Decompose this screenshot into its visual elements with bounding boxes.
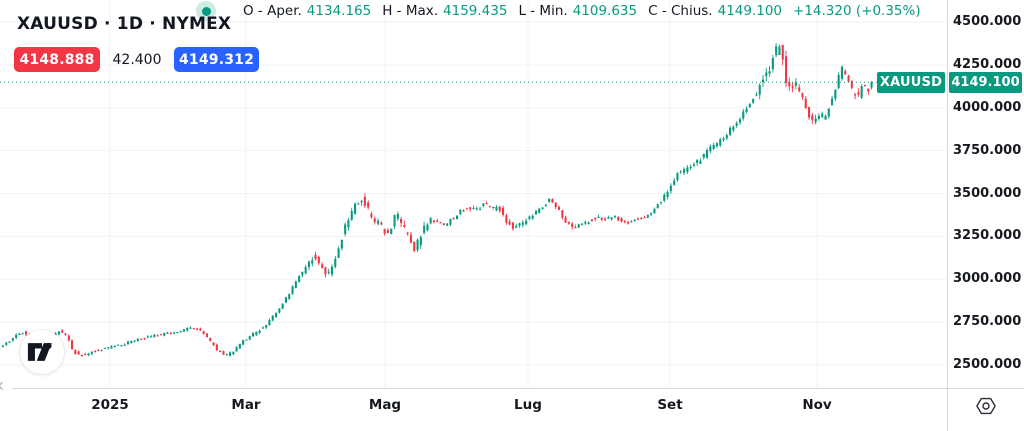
sell-button[interactable]: 4148.888	[14, 47, 100, 72]
price-tick-label: 3500.000	[953, 185, 1022, 201]
price-tick-label: 3000.000	[953, 271, 1022, 287]
time-tick-label: Mar	[231, 397, 261, 413]
market-open-dot	[201, 6, 211, 16]
time-tick-label: 2025	[91, 397, 129, 413]
symbol-title[interactable]: XAUUSD · 1D · NYMEX	[17, 14, 232, 34]
price-tick-label: 2500.000	[953, 357, 1022, 372]
hexagon-settings-icon	[976, 397, 996, 414]
tradingview-logo[interactable]	[20, 330, 64, 374]
time-tick-label: Set	[657, 397, 683, 413]
time-tick-label: Nov	[802, 397, 832, 413]
high-label: H - Max.	[382, 3, 439, 19]
price-tick-label: 4000.000	[953, 99, 1022, 115]
buy-button[interactable]: 4149.312	[174, 47, 259, 72]
price-tick-label: 3750.000	[953, 142, 1022, 158]
axis-settings-icon[interactable]	[974, 395, 998, 416]
tradingview-logo-icon	[27, 342, 52, 361]
spread-value: 42.400	[112, 51, 162, 68]
chart-legend-header: XAUUSD · 1D · NYMEX	[17, 13, 231, 35]
price-tick-label: 3250.000	[953, 228, 1022, 244]
close-label: C - Chius.	[648, 3, 713, 19]
change-value: +14.320 (+0.35%)	[793, 3, 921, 19]
low-value: 4109.635	[572, 3, 638, 19]
price-tick-label: 4250.000	[953, 56, 1022, 72]
open-value: 4134.165	[306, 3, 372, 19]
collapsed-pane-marker-icon: ✕	[0, 379, 5, 395]
last-price-symbol-label[interactable]: XAUUSD	[877, 72, 945, 93]
price-tick-label: 4500.000	[953, 14, 1022, 29]
high-value: 4159.435	[443, 3, 508, 19]
ohlc-legend: O - Aper. 4134.165 H - Max. 4159.435 L -…	[243, 3, 921, 19]
market-status-icon[interactable]	[196, 1, 216, 21]
time-axis[interactable]: 2025 Mar Mag Lug Set Nov	[0, 389, 947, 431]
low-label: L - Min.	[518, 3, 568, 19]
time-tick-label: Lug	[514, 397, 542, 413]
last-price-label[interactable]: 4149.100	[949, 72, 1022, 93]
close-value: 4149.100	[717, 3, 783, 19]
open-label: O - Aper.	[243, 3, 302, 19]
time-tick-label: Mag	[368, 397, 402, 413]
price-tick-label: 2750.000	[953, 314, 1022, 330]
price-axis[interactable]: 4500.000 4250.000 4000.000 3750.000 3500.000…	[948, 0, 1024, 388]
